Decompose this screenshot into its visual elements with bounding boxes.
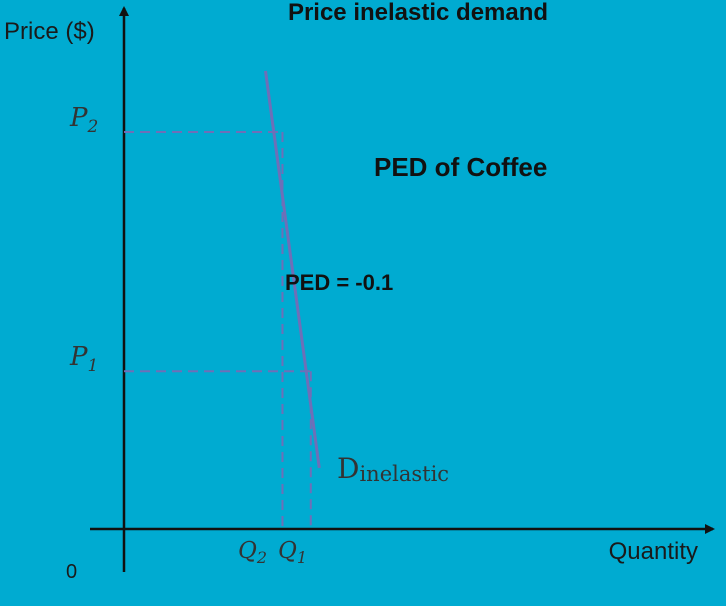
p2-sub: 2 bbox=[87, 117, 99, 137]
x-axis-label: Quantity bbox=[609, 538, 698, 565]
demand-label-main: D bbox=[337, 452, 359, 485]
p2-main: P bbox=[69, 103, 88, 133]
p2-label: P2 bbox=[69, 103, 98, 137]
demand-label-sub: inelastic bbox=[359, 462, 449, 486]
p1-main: P bbox=[69, 342, 88, 372]
q2-label: Q2 bbox=[238, 538, 267, 567]
p1-label: P1 bbox=[69, 342, 98, 376]
q1-label: Q1 bbox=[278, 538, 307, 567]
demand-curve bbox=[264, 70, 321, 469]
q1-main: Q bbox=[278, 538, 297, 564]
q1-sub: 1 bbox=[297, 548, 307, 567]
origin-label: 0 bbox=[66, 561, 77, 583]
q2-main: Q bbox=[238, 538, 257, 564]
ped-of-coffee-annotation: PED of Coffee bbox=[374, 152, 547, 182]
p1-sub: 1 bbox=[88, 356, 99, 376]
ped-value-annotation: PED = -0.1 bbox=[285, 270, 393, 295]
demand-curve-label: Dinelastic bbox=[337, 452, 449, 486]
y-axis-label: Price ($) bbox=[4, 18, 95, 45]
q2-sub: 2 bbox=[256, 548, 267, 567]
chart-title: Price inelastic demand bbox=[288, 0, 548, 26]
